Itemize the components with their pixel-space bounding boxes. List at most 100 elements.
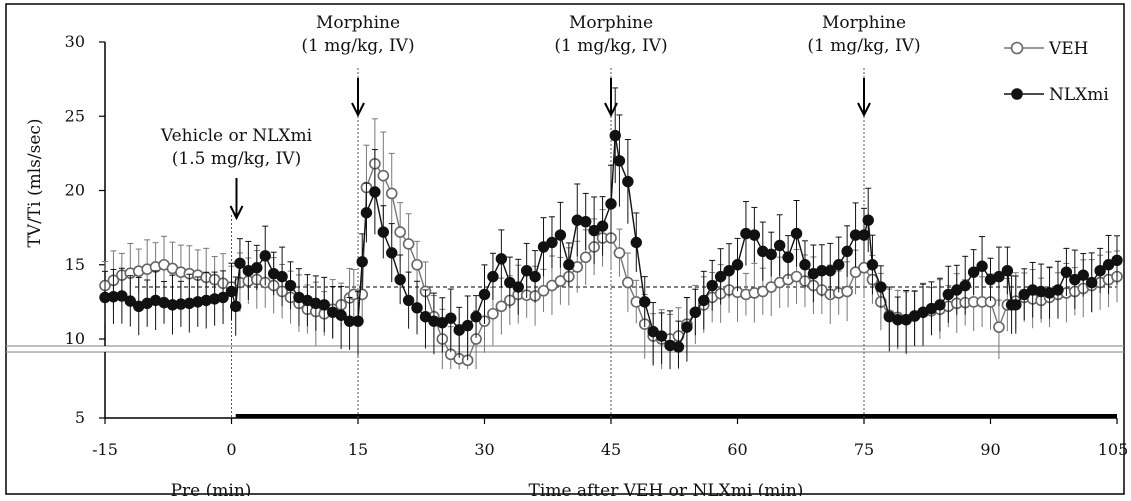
data-point — [217, 291, 229, 304]
data-point — [487, 270, 499, 283]
data-point — [495, 300, 508, 313]
data-point — [478, 288, 491, 301]
data-point — [858, 229, 870, 241]
arrow-head-veh — [229, 205, 244, 221]
data-point — [824, 264, 836, 277]
data-point — [470, 311, 482, 323]
annotations: Vehicle or NLXmi (1.5 mg/kg, IV) Morphine (… — [160, 13, 921, 221]
data-point — [976, 260, 988, 272]
data-point — [563, 259, 575, 271]
legend-marker-open-circle — [1010, 41, 1024, 55]
data-point — [276, 270, 288, 283]
series-NLXmi — [99, 87, 1123, 370]
data-point — [790, 227, 803, 240]
data-point — [596, 220, 609, 232]
data-point — [1001, 264, 1014, 277]
data-point — [394, 226, 406, 238]
legend-item-VEH: VEH — [1004, 39, 1089, 59]
data-point — [394, 273, 406, 286]
data-point — [411, 302, 423, 314]
data-point — [225, 285, 238, 298]
annotation-m1-line0: Morphine — [316, 13, 400, 33]
data-point — [1077, 269, 1089, 281]
data-point — [520, 264, 533, 277]
data-point — [537, 284, 550, 297]
data-point — [1052, 284, 1064, 296]
data-point — [689, 306, 702, 318]
data-point — [841, 285, 853, 298]
data-point — [862, 214, 874, 226]
x-tick-label: 60 — [727, 440, 747, 459]
data-point — [356, 256, 368, 268]
data-point — [284, 279, 297, 292]
data-point — [706, 279, 718, 292]
legend-label: VEH — [1048, 39, 1089, 59]
data-point — [639, 296, 651, 308]
x-tick-label: 0 — [226, 440, 236, 459]
x-tick-label: 30 — [474, 440, 494, 459]
annotation-m3-line0: Morphine — [822, 13, 906, 33]
data-point — [234, 257, 246, 269]
y-axis-label: TV/Ti (mls/sec) — [25, 118, 45, 247]
x-tick-label: 105 — [1098, 440, 1129, 459]
legend-label: NLXmi — [1049, 85, 1109, 105]
x-tick-label: 90 — [980, 440, 1000, 459]
data-point — [1094, 264, 1106, 277]
data-point — [377, 169, 390, 182]
data-point — [993, 270, 1005, 283]
x-tick-label: 75 — [854, 440, 874, 459]
y-tick-label: 20 — [65, 181, 85, 200]
data-point — [773, 239, 786, 252]
data-point — [723, 264, 735, 277]
annotation-veh-line1: (1.5 mg/kg, IV) — [172, 149, 301, 169]
y-tick-label: 15 — [65, 255, 85, 274]
data-point — [672, 341, 685, 353]
data-point — [681, 321, 693, 333]
data-point — [622, 175, 634, 188]
data-point — [605, 198, 617, 210]
data-point — [386, 247, 398, 259]
data-point — [655, 330, 668, 342]
data-point — [529, 270, 541, 283]
data-point — [230, 300, 242, 313]
x-tick-label: 15 — [348, 440, 368, 459]
data-point — [411, 258, 423, 271]
x-axis-label-pre: Pre (min) — [171, 481, 252, 496]
data-point — [782, 251, 794, 264]
data-point — [402, 294, 415, 307]
data-point — [335, 309, 347, 321]
x-tick-label: -15 — [92, 440, 118, 459]
data-point — [731, 259, 744, 271]
annotation-m2-line1: (1 mg/kg, IV) — [554, 36, 667, 56]
data-point — [622, 276, 634, 289]
data-point — [318, 299, 330, 311]
data-point — [1111, 254, 1123, 266]
arrow-head-m3 — [857, 102, 871, 118]
data-point — [833, 259, 845, 271]
plot-area — [99, 87, 1123, 370]
x-tick-label: 45 — [601, 440, 621, 459]
data-point — [546, 236, 558, 249]
axes: 5 10 15 20 25 30 -15 0 15 30 45 60 75 90 105 — [6, 32, 1128, 459]
data-point — [487, 307, 499, 320]
data-point — [461, 319, 474, 332]
annotation-m1-line1: (1 mg/kg, IV) — [301, 36, 414, 56]
y-tick-label: 25 — [65, 106, 85, 125]
data-point — [1060, 266, 1073, 278]
data-point — [116, 290, 128, 302]
data-point — [554, 229, 567, 241]
data-point — [875, 281, 887, 293]
y-tick-label: 5 — [75, 408, 85, 427]
data-point — [1086, 276, 1098, 289]
arrow-head-m2 — [604, 102, 618, 118]
data-point — [579, 251, 592, 264]
annotation-veh-line0: Vehicle or NLXmi — [160, 126, 313, 146]
data-point — [841, 245, 853, 258]
annotation-m3-line1: (1 mg/kg, IV) — [807, 36, 920, 56]
data-point — [259, 250, 271, 262]
y-tick-label: 10 — [65, 329, 85, 348]
reference-lines — [135, 68, 1117, 418]
data-point — [934, 299, 946, 311]
